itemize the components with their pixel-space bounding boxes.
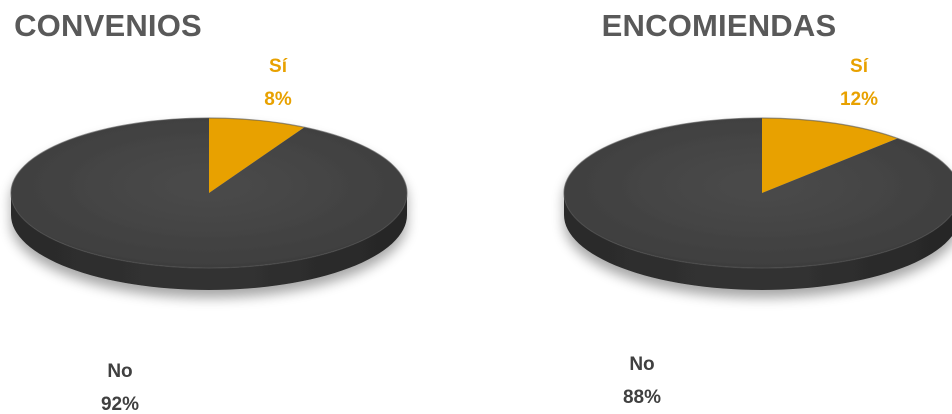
chart-convenios: Sí 8% No 92% CONVENIOS: [10, 8, 408, 414]
pie-chart-encomiendas: Sí 12% No 88%: [563, 56, 952, 408]
pie-side: [11, 193, 407, 290]
data-label-name-si: Sí: [269, 56, 288, 77]
pie-slice-si: [762, 118, 898, 193]
pie-side: [564, 193, 952, 290]
data-label-value-no: 88%: [623, 387, 661, 408]
data-label-name-no: No: [107, 361, 132, 382]
chart-encomiendas: Sí 12% No 88% ENCOMIENDAS: [476, 0, 952, 414]
pie-slice-no: [10, 117, 408, 268]
pie-slice-si: [209, 118, 305, 193]
data-label-value-si: 12%: [840, 89, 878, 110]
data-label-name-si: Sí: [850, 56, 869, 77]
chart-title-encomiendas: ENCOMIENDAS: [601, 8, 837, 43]
pie-chart-convenios: Sí 8% No 92%: [10, 56, 408, 414]
chart-title-convenios: CONVENIOS: [14, 8, 202, 43]
data-label-value-no: 92%: [101, 394, 139, 414]
data-label-name-no: No: [629, 354, 654, 375]
data-label-value-si: 8%: [264, 89, 292, 110]
pie-slice-no: [564, 118, 952, 268]
pie-rim: [10, 117, 408, 269]
pie-rim: [563, 117, 952, 269]
